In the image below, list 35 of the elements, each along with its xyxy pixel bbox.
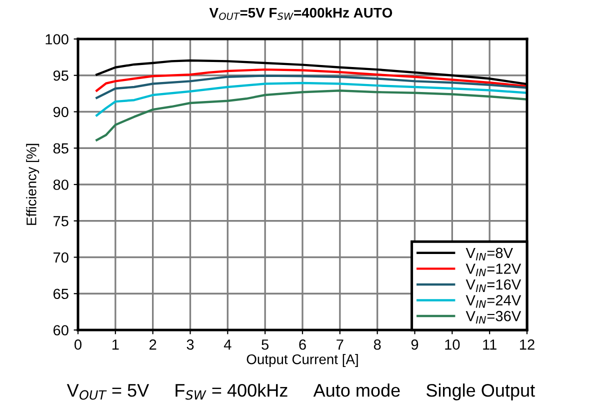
legend-label: V$_{IN}$=8V [466, 248, 513, 260]
text: V$_{OUT}$ = 5V F$_{SW}$ = 400kHz Auto mode Single Output [66, 384, 535, 400]
y-axis-title: Efficiency [%] [26, 144, 40, 225]
y-tick-label: 70 [54, 252, 68, 263]
legend-label: V$_{IN}$=36V [466, 310, 522, 324]
x-tick-label: 6 [299, 339, 306, 350]
y-tick-label: 100 [46, 34, 68, 44]
line-series [96, 68, 527, 92]
x-tick-label: 5 [262, 340, 269, 350]
y-tick-label: 65 [53, 288, 68, 300]
y-tick-label: 85 [53, 143, 68, 154]
x-tick-label: 4 [224, 340, 232, 350]
legend-label: V$_{IN}$=16V [466, 279, 522, 292]
x-axis-title: Output Current [A] [246, 354, 358, 367]
x-tick-label: 1 [112, 340, 119, 350]
y-tick-label: 75 [54, 216, 68, 226]
line-series [96, 82, 527, 116]
y-tick-label: 90 [53, 106, 68, 118]
x-tick-label: 0 [74, 339, 82, 350]
line-series [96, 74, 527, 100]
x-tick-label: 2 [150, 339, 156, 350]
x-tick-label: 11 [483, 340, 496, 350]
x-tick-label: 12 [520, 339, 534, 350]
y-tick-label: 80 [53, 180, 68, 190]
x-tick-label: 9 [411, 339, 418, 350]
line-series [96, 90, 527, 142]
x-tick-label: 7 [336, 340, 344, 350]
y-tick-label: 95 [53, 70, 68, 81]
chart-title: V$_{OUT}$=5V F$_{SW}$=400kHz AUTO [209, 7, 392, 20]
x-tick-label: 3 [186, 339, 194, 350]
legend-label: V$_{IN}$=12V [466, 264, 522, 276]
y-tick-label: 60 [53, 325, 68, 336]
legend-label: V$_{IN}$=24V [466, 295, 522, 308]
x-tick-label: 10 [445, 339, 460, 350]
x-tick-label: 8 [374, 339, 381, 350]
